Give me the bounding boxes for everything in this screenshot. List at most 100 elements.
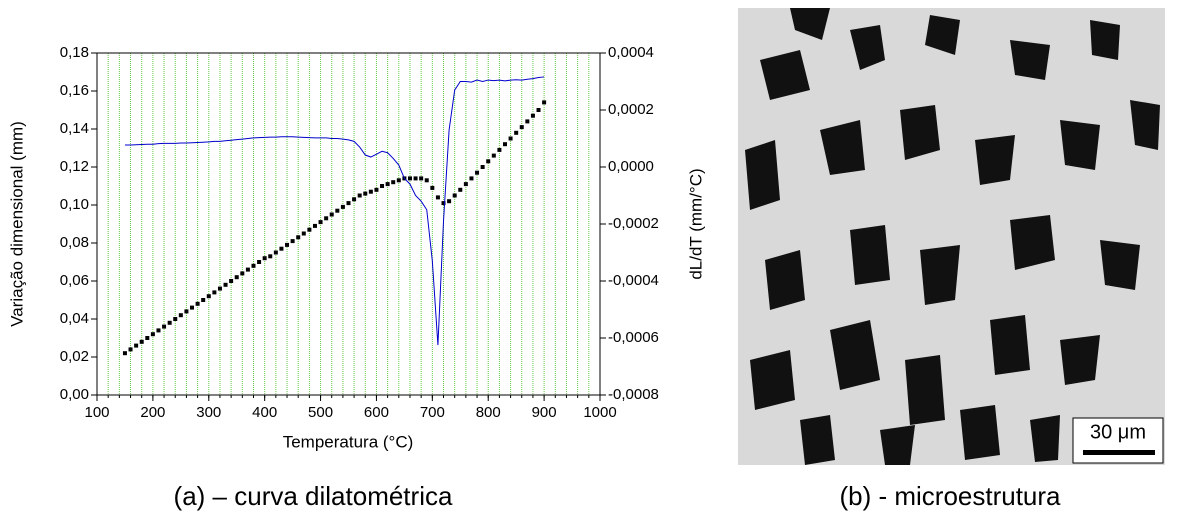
data-point	[195, 301, 200, 306]
data-point	[307, 227, 312, 232]
y2-tick-label: 0,0004	[608, 44, 654, 61]
data-point	[245, 267, 250, 272]
data-point	[508, 136, 513, 141]
data-point	[424, 178, 429, 183]
data-point	[497, 147, 502, 152]
data-point	[357, 193, 362, 198]
data-point	[167, 320, 172, 325]
y2-tick-label: -0,0002	[608, 215, 659, 232]
data-point	[212, 290, 217, 295]
data-point	[173, 317, 178, 321]
data-point	[268, 254, 273, 259]
data-point	[290, 239, 295, 244]
data-point	[368, 189, 373, 194]
micrograph: 30 μm	[738, 8, 1165, 465]
y2-tick-label: -0,0008	[608, 386, 659, 403]
data-point	[452, 193, 457, 198]
data-point	[463, 182, 468, 187]
data-point	[335, 208, 340, 213]
data-point	[419, 176, 424, 181]
x-tick-label: 500	[308, 404, 333, 421]
data-point	[407, 176, 412, 181]
data-point	[206, 294, 211, 299]
data-point	[536, 108, 541, 112]
data-point	[430, 185, 435, 190]
data-point	[262, 256, 267, 261]
y-tick-label: 0,14	[60, 120, 89, 137]
data-point	[217, 286, 222, 291]
data-point	[184, 309, 189, 314]
scale-bar	[1083, 450, 1155, 455]
data-point	[530, 113, 535, 118]
data-point	[447, 199, 452, 204]
data-point	[122, 351, 127, 356]
y2-axis-title: dL/dT (mm/°C)	[686, 168, 705, 279]
data-point	[128, 347, 133, 352]
data-point	[329, 212, 334, 217]
scale-bar-label: 30 μm	[1090, 421, 1146, 443]
data-point	[324, 216, 329, 221]
y-tick-label: 0,00	[60, 386, 89, 403]
data-point	[475, 170, 480, 175]
y-tick-label: 0,12	[60, 158, 89, 175]
y-tick-label: 0,06	[60, 272, 89, 289]
y-tick-label: 0,18	[60, 44, 89, 61]
y2-tick-label: -0,0004	[608, 272, 659, 289]
data-point	[234, 275, 239, 280]
x-tick-label: 700	[420, 404, 445, 421]
data-line	[124, 76, 545, 346]
data-point	[190, 305, 195, 310]
data-point	[385, 182, 390, 187]
data-point	[519, 125, 524, 130]
x-tick-label: 400	[252, 404, 277, 421]
data-point	[469, 176, 474, 181]
caption: (b) - microestrutura	[839, 481, 1061, 511]
data-point	[139, 339, 144, 344]
data-point	[312, 223, 317, 228]
data-point	[150, 332, 155, 337]
data-point	[374, 187, 379, 192]
caption: (a) – curva dilatométrica	[174, 481, 453, 511]
x-tick-label: 200	[140, 404, 165, 421]
data-point	[413, 176, 418, 181]
data-point	[162, 324, 167, 329]
micrograph-phases	[745, 8, 1160, 465]
y2-tick-label: 0,0002	[608, 101, 654, 118]
data-point	[502, 142, 507, 147]
data-point	[441, 201, 446, 206]
plot-frame	[96, 52, 601, 396]
data-point	[346, 201, 351, 206]
x-tick-label: 900	[532, 404, 557, 421]
data-point	[201, 298, 206, 302]
data-point	[178, 313, 183, 318]
x-tick-label: 600	[364, 404, 389, 421]
data-point	[480, 165, 485, 169]
data-point	[229, 279, 234, 283]
data-point	[251, 263, 256, 268]
data-point	[257, 260, 262, 264]
micrograph-background	[738, 8, 1165, 465]
data-point	[240, 271, 245, 276]
data-point	[514, 130, 519, 135]
y2-tick-label: 0,0000	[608, 158, 654, 175]
data-point	[296, 235, 301, 240]
x-axis-title: Temperatura (°C)	[283, 432, 414, 451]
data-point	[525, 119, 530, 124]
data-point	[145, 336, 150, 340]
data-point	[486, 159, 491, 164]
data-point	[301, 231, 306, 236]
data-point	[279, 246, 284, 251]
y-tick-label: 0,10	[60, 196, 89, 213]
data-point	[223, 282, 228, 287]
x-tick-label: 100	[84, 404, 109, 421]
data-point	[285, 242, 290, 247]
data-point	[380, 184, 385, 188]
plot: 100 200 300 400 500 600 700 800 900 1000 0,00 0,02 0…	[60, 44, 659, 421]
scale-bar-box	[1072, 417, 1164, 464]
data-point	[542, 100, 547, 105]
y-tick-label: 0,16	[60, 82, 89, 99]
data-point	[363, 191, 368, 196]
data-point	[273, 250, 278, 255]
